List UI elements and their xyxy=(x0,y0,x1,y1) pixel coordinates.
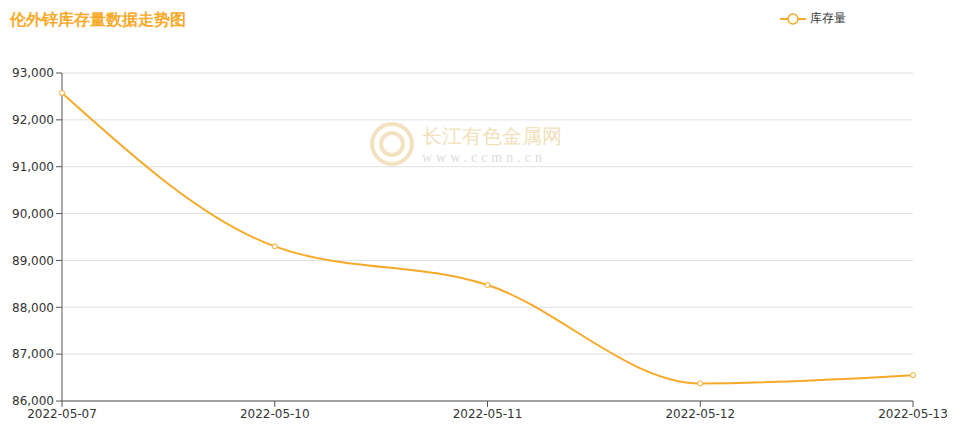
html-text:伦外锌库存量数据走势图: 伦外锌库存量数据走势图 xyxy=(10,10,186,29)
html-text:www.ccmn.cn: www.ccmn.cn xyxy=(422,149,546,165)
svg-text:89,000: 89,000 xyxy=(12,254,54,268)
svg-text:87,000: 87,000 xyxy=(12,347,54,361)
svg-text:91,000: 91,000 xyxy=(12,160,54,174)
svg-text:2022-05-07: 2022-05-07 xyxy=(27,407,97,421)
svg-text:2022-05-12: 2022-05-12 xyxy=(665,407,735,421)
html-text:库存量: 库存量 xyxy=(810,11,846,25)
svg-text:2022-05-10: 2022-05-10 xyxy=(240,407,310,421)
html-text:长江有色金属网: 长江有色金属网 xyxy=(422,123,562,148)
svg-text:93,000: 93,000 xyxy=(12,66,54,80)
svg-text:2022-05-13: 2022-05-13 xyxy=(878,407,948,421)
svg-text:92,000: 92,000 xyxy=(12,113,54,127)
svg-text:88,000: 88,000 xyxy=(12,301,54,315)
svg-text:2022-05-11: 2022-05-11 xyxy=(453,407,523,421)
svg-text:86,000: 86,000 xyxy=(12,394,54,408)
svg-text:90,000: 90,000 xyxy=(12,207,54,221)
